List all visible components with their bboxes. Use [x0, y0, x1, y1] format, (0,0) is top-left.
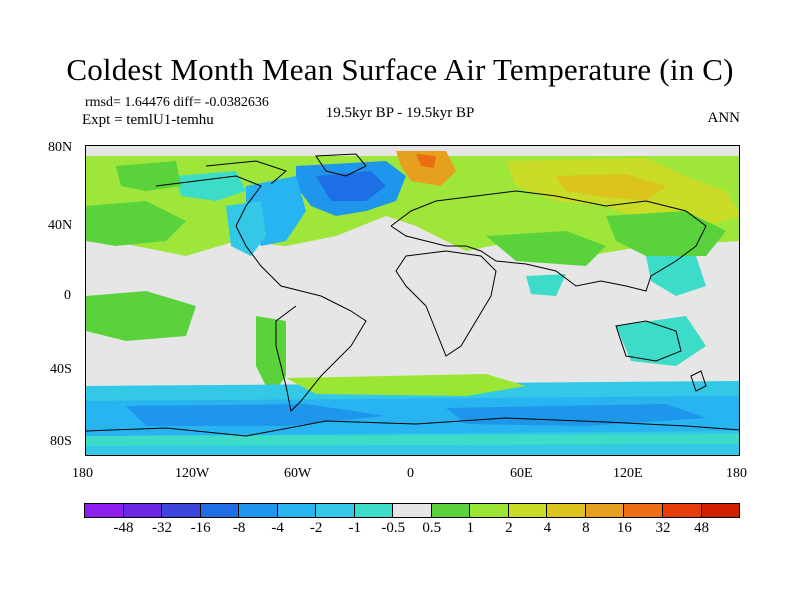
colorbar-box — [315, 503, 355, 518]
x-tick: 0 — [407, 466, 414, 481]
colorbar-label: 16 — [616, 520, 632, 536]
map-title: Coldest Month Mean Surface Air Temperatu… — [66, 52, 734, 87]
colorbar-box — [199, 503, 240, 518]
colorbar-box — [546, 503, 586, 518]
colorbar-box — [584, 503, 625, 518]
colorbar-label: 2 — [505, 520, 513, 536]
colorbar-label: 0.5 — [422, 520, 442, 536]
colorbar-box — [238, 503, 278, 518]
colorbar-box — [392, 503, 432, 518]
x-tick: 60E — [510, 466, 533, 481]
y-tick: 80S — [50, 434, 72, 449]
colorbar-label: -32 — [152, 520, 173, 536]
colorbar-label: -1 — [348, 520, 361, 536]
colorbar-box — [122, 503, 163, 518]
colorbar-box — [507, 503, 548, 518]
colorbar-label: 32 — [655, 520, 671, 536]
y-tick: 0 — [64, 288, 71, 303]
map-plot-area — [85, 145, 740, 456]
colorbar-label: 48 — [693, 520, 709, 536]
colorbar — [84, 503, 741, 518]
colorbar-box — [84, 503, 124, 518]
colorbar-label: -4 — [271, 520, 284, 536]
y-tick: 40N — [48, 218, 73, 233]
colorbar-label: -48 — [113, 520, 134, 536]
colorbar-label: -2 — [309, 520, 323, 536]
colorbar-label: -8 — [232, 520, 246, 536]
colorbar-box — [623, 503, 663, 518]
colorbar-label: 8 — [582, 520, 590, 536]
rmsd-diff-label: rmsd= 1.64476 diff= -0.0382636 — [85, 95, 269, 110]
x-tick: 180 — [72, 466, 93, 481]
experiment-label: Expt = temlU1-temhu — [82, 112, 214, 128]
colorbar-box — [469, 503, 509, 518]
x-tick: 60W — [284, 466, 312, 481]
x-tick: 120E — [613, 466, 643, 481]
y-tick: 80N — [48, 140, 73, 155]
y-tick: 40S — [50, 362, 72, 377]
colorbar-box — [353, 503, 394, 518]
x-tick: 180 — [726, 466, 747, 481]
period-label: 19.5kyr BP - 19.5kyr BP — [325, 105, 475, 121]
colorbar-box — [430, 503, 471, 518]
colorbar-label: 1 — [466, 520, 475, 536]
colorbar-label: 4 — [543, 520, 552, 536]
colorbar-box — [276, 503, 317, 518]
season-label: ANN — [707, 110, 741, 126]
temperature-map — [86, 146, 739, 455]
colorbar-box — [700, 503, 741, 518]
colorbar-label: -0.5 — [381, 520, 406, 536]
colorbar-label: -16 — [190, 520, 211, 536]
colorbar-box — [661, 503, 702, 518]
x-tick: 120W — [175, 466, 210, 481]
colorbar-box — [161, 503, 201, 518]
